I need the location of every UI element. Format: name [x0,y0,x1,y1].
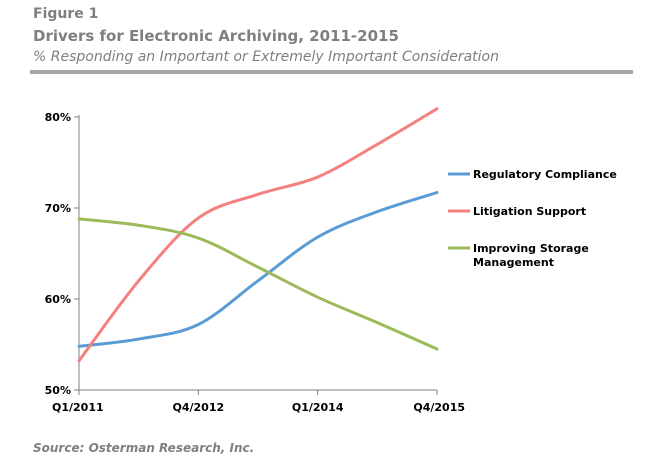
x-tick-label: Q4/2012 [173,401,225,414]
source-note: Source: Osterman Research, Inc. [33,441,255,455]
y-tick-label: 50% [45,384,71,397]
chart-title: Drivers for Electronic Archiving, 2011-2… [33,27,399,45]
series-line-litigation-support [77,107,439,363]
header-divider [30,70,633,74]
chart-axes: 50% 60% 70% 80% Q1/2011 Q4/2012 Q1/2014 Q4/2015 [45,111,465,414]
legend-label-litigation-support: Litigation Support [473,205,586,218]
figure-label: Figure 1 [33,6,99,22]
legend-label-improving-storage-management: Improving Storage [473,242,589,255]
y-tick-label: 60% [45,293,71,306]
y-tick-label: 70% [45,202,71,215]
legend-label-regulatory-compliance: Regulatory Compliance [473,168,617,181]
series-line-regulatory-compliance [77,191,439,348]
series-line-improving-storage-management [77,217,439,351]
x-tick-label: Q4/2015 [413,401,465,414]
x-tick-label: Q1/2011 [52,401,104,414]
y-tick-label: 80% [45,111,71,124]
chart-legend: Regulatory Compliance Litigation Support I… [448,168,617,269]
chart-series [77,107,439,363]
chart-subtitle: % Responding an Important or Extremely I… [33,49,499,65]
legend-label-improving-storage-management: Management [473,256,554,269]
x-tick-label: Q1/2014 [292,401,344,414]
